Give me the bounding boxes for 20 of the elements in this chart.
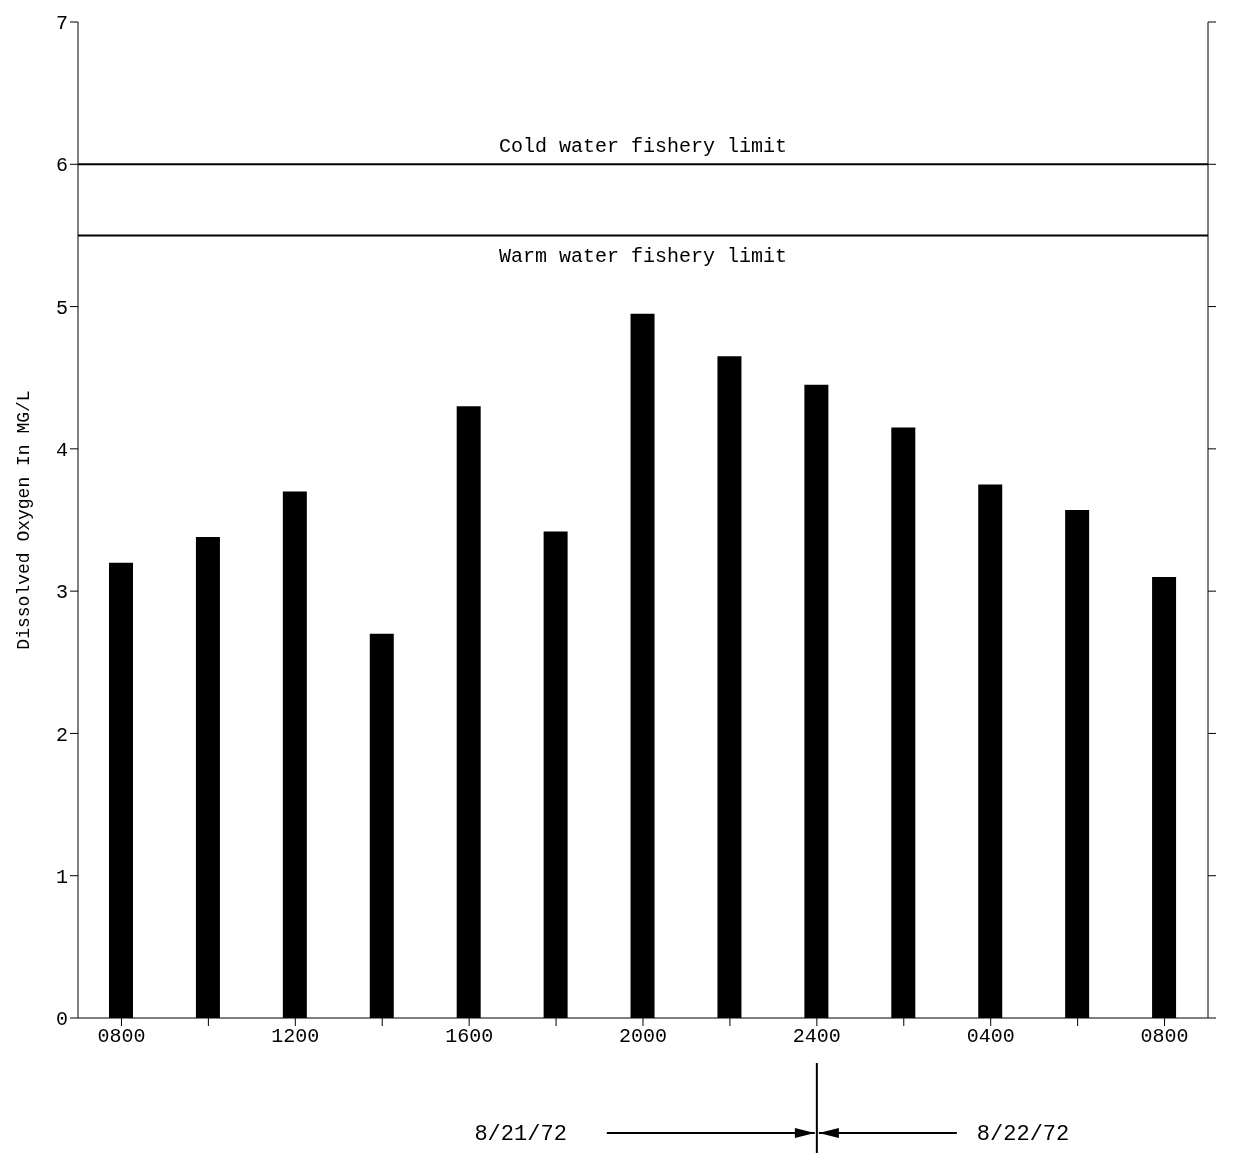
y-tick-label: 1 [55,865,68,889]
text: 8/21/72 [474,1122,567,1147]
x-tick-label: 1600 [445,1025,494,1049]
text: 8/22/72 [976,1122,1070,1147]
ref-line-label: Cold water fishery limit [498,135,788,159]
x-tick-label: 1200 [271,1025,320,1049]
x-tick-label: 0400 [966,1025,1015,1049]
y-tick-label: 7 [55,12,68,36]
x-tick-label: 2000 [618,1025,668,1049]
x-tick-label: 0800 [1140,1025,1189,1049]
y-axis-title: Dissolved Oxygen In MG/L [14,390,35,650]
y-tick-label: 3 [55,581,68,605]
y-tick-label: 6 [55,154,68,178]
y-tick-label: 4 [55,438,68,462]
x-tick-label: 0800 [97,1025,146,1049]
ref-line-label: Warm water fishery limit [498,244,788,268]
x-tick-label: 2400 [792,1025,841,1049]
y-tick-label: 5 [55,296,68,320]
y-tick-label: 2 [55,723,68,747]
y-tick-label: 0 [55,1008,68,1032]
